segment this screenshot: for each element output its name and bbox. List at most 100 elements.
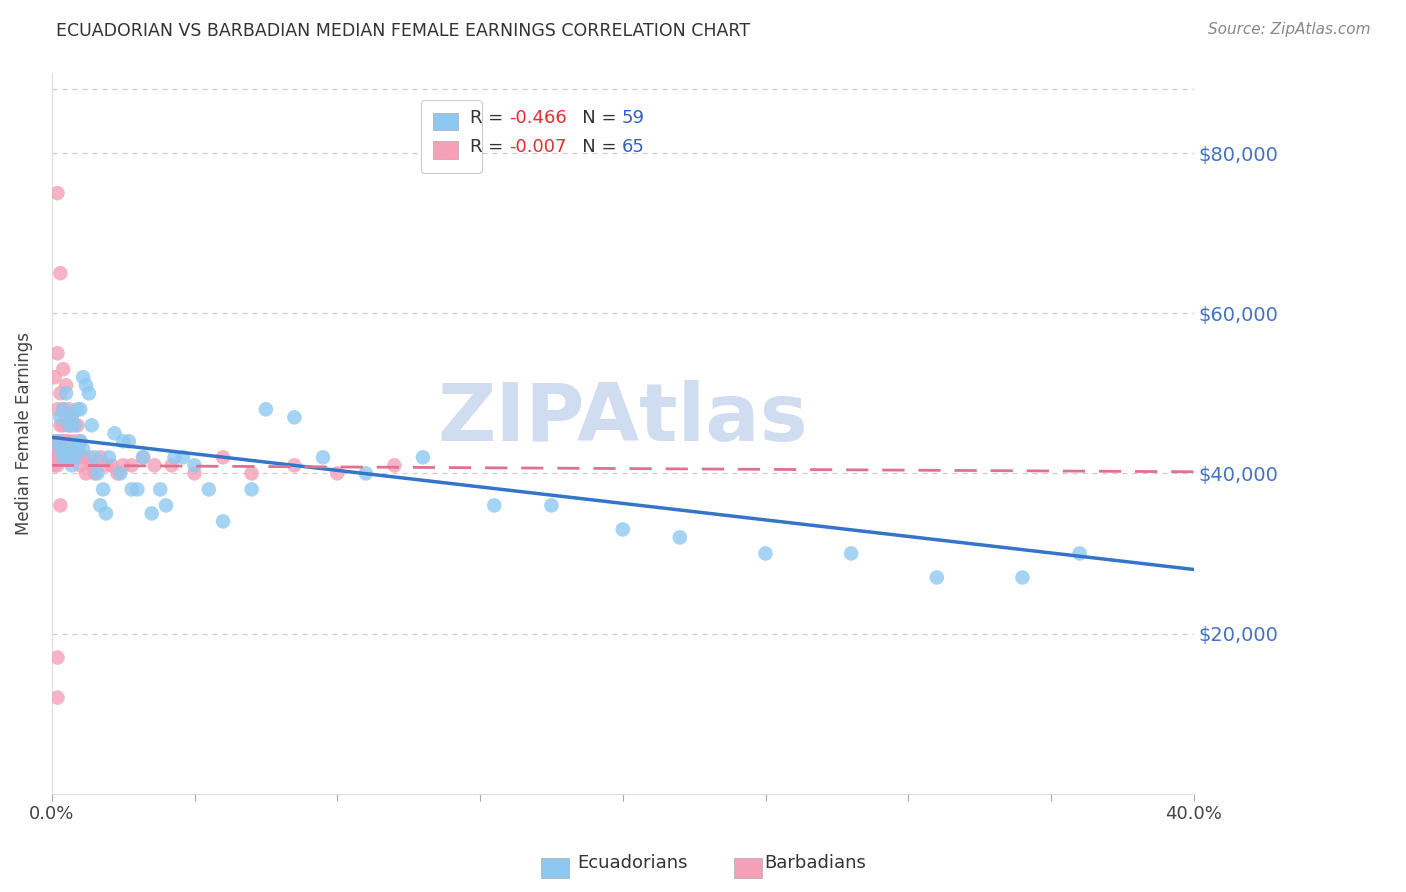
Text: 59: 59 xyxy=(621,110,644,128)
Point xyxy=(60,418,83,433)
Point xyxy=(83,467,105,481)
Point xyxy=(55,378,77,392)
Point xyxy=(55,434,77,449)
Point xyxy=(839,546,862,560)
Point xyxy=(925,570,948,584)
Point xyxy=(69,402,91,417)
Text: -0.007: -0.007 xyxy=(509,138,567,156)
Point xyxy=(72,442,94,457)
Point xyxy=(240,467,263,481)
Point xyxy=(44,458,66,473)
Text: -0.466: -0.466 xyxy=(509,110,567,128)
Point xyxy=(172,450,194,465)
Point xyxy=(60,458,83,473)
Point xyxy=(77,450,100,465)
Point xyxy=(97,450,120,465)
Point xyxy=(52,418,75,433)
Text: R =: R = xyxy=(470,138,509,156)
Point xyxy=(44,442,66,457)
Point xyxy=(354,467,377,481)
Point xyxy=(754,546,776,560)
Point xyxy=(326,467,349,481)
Point xyxy=(283,458,305,473)
Y-axis label: Median Female Earnings: Median Female Earnings xyxy=(15,332,32,535)
Point xyxy=(60,410,83,425)
Point xyxy=(52,450,75,465)
Point xyxy=(49,386,72,401)
Point xyxy=(44,450,66,465)
Text: Ecuadorians: Ecuadorians xyxy=(578,855,688,872)
Point xyxy=(72,370,94,384)
Point xyxy=(55,386,77,401)
Point xyxy=(46,458,69,473)
Point xyxy=(55,442,77,457)
Point xyxy=(46,650,69,665)
Point xyxy=(46,690,69,705)
Text: Source: ZipAtlas.com: Source: ZipAtlas.com xyxy=(1208,22,1371,37)
Point xyxy=(55,442,77,457)
Point xyxy=(121,483,143,497)
Point xyxy=(58,434,80,449)
Point xyxy=(89,499,111,513)
Text: ECUADORIAN VS BARBADIAN MEDIAN FEMALE EARNINGS CORRELATION CHART: ECUADORIAN VS BARBADIAN MEDIAN FEMALE EA… xyxy=(56,22,751,40)
Point xyxy=(141,507,163,521)
Point xyxy=(75,467,97,481)
Point xyxy=(66,442,89,457)
Point xyxy=(58,450,80,465)
Point xyxy=(66,442,89,457)
Point xyxy=(60,442,83,457)
Point xyxy=(132,450,155,465)
Point xyxy=(52,362,75,376)
Point xyxy=(1069,546,1091,560)
Point xyxy=(94,458,117,473)
Point xyxy=(183,467,205,481)
Point xyxy=(49,266,72,280)
Point xyxy=(52,402,75,417)
Point xyxy=(46,434,69,449)
Point xyxy=(1011,570,1033,584)
Point xyxy=(118,434,141,449)
Point xyxy=(80,458,103,473)
Point xyxy=(77,386,100,401)
Point xyxy=(52,402,75,417)
Point xyxy=(612,523,634,537)
Point xyxy=(80,418,103,433)
Point xyxy=(669,530,692,544)
Point xyxy=(75,378,97,392)
Point xyxy=(69,434,91,449)
Point xyxy=(132,450,155,465)
Point xyxy=(46,442,69,457)
Point xyxy=(49,434,72,449)
Point xyxy=(63,434,86,449)
Point xyxy=(49,418,72,433)
Text: N =: N = xyxy=(565,110,623,128)
Point xyxy=(46,450,69,465)
Point xyxy=(143,458,166,473)
Point xyxy=(63,450,86,465)
Point xyxy=(91,483,114,497)
Point xyxy=(58,418,80,433)
Point xyxy=(412,450,434,465)
Point xyxy=(160,458,183,473)
Point xyxy=(89,450,111,465)
Point xyxy=(49,450,72,465)
Point xyxy=(197,483,219,497)
Point xyxy=(49,442,72,457)
Point xyxy=(212,515,235,529)
Text: ZIPAtlas: ZIPAtlas xyxy=(437,380,808,458)
Point xyxy=(52,442,75,457)
Point xyxy=(55,410,77,425)
Point xyxy=(149,483,172,497)
Point xyxy=(69,434,91,449)
Point xyxy=(312,450,335,465)
Point xyxy=(112,434,135,449)
Point xyxy=(484,499,506,513)
Point xyxy=(163,450,186,465)
Point xyxy=(155,499,177,513)
Point xyxy=(60,410,83,425)
Point xyxy=(46,346,69,360)
Point xyxy=(58,450,80,465)
Point xyxy=(49,410,72,425)
Point xyxy=(110,467,132,481)
Point xyxy=(66,418,89,433)
